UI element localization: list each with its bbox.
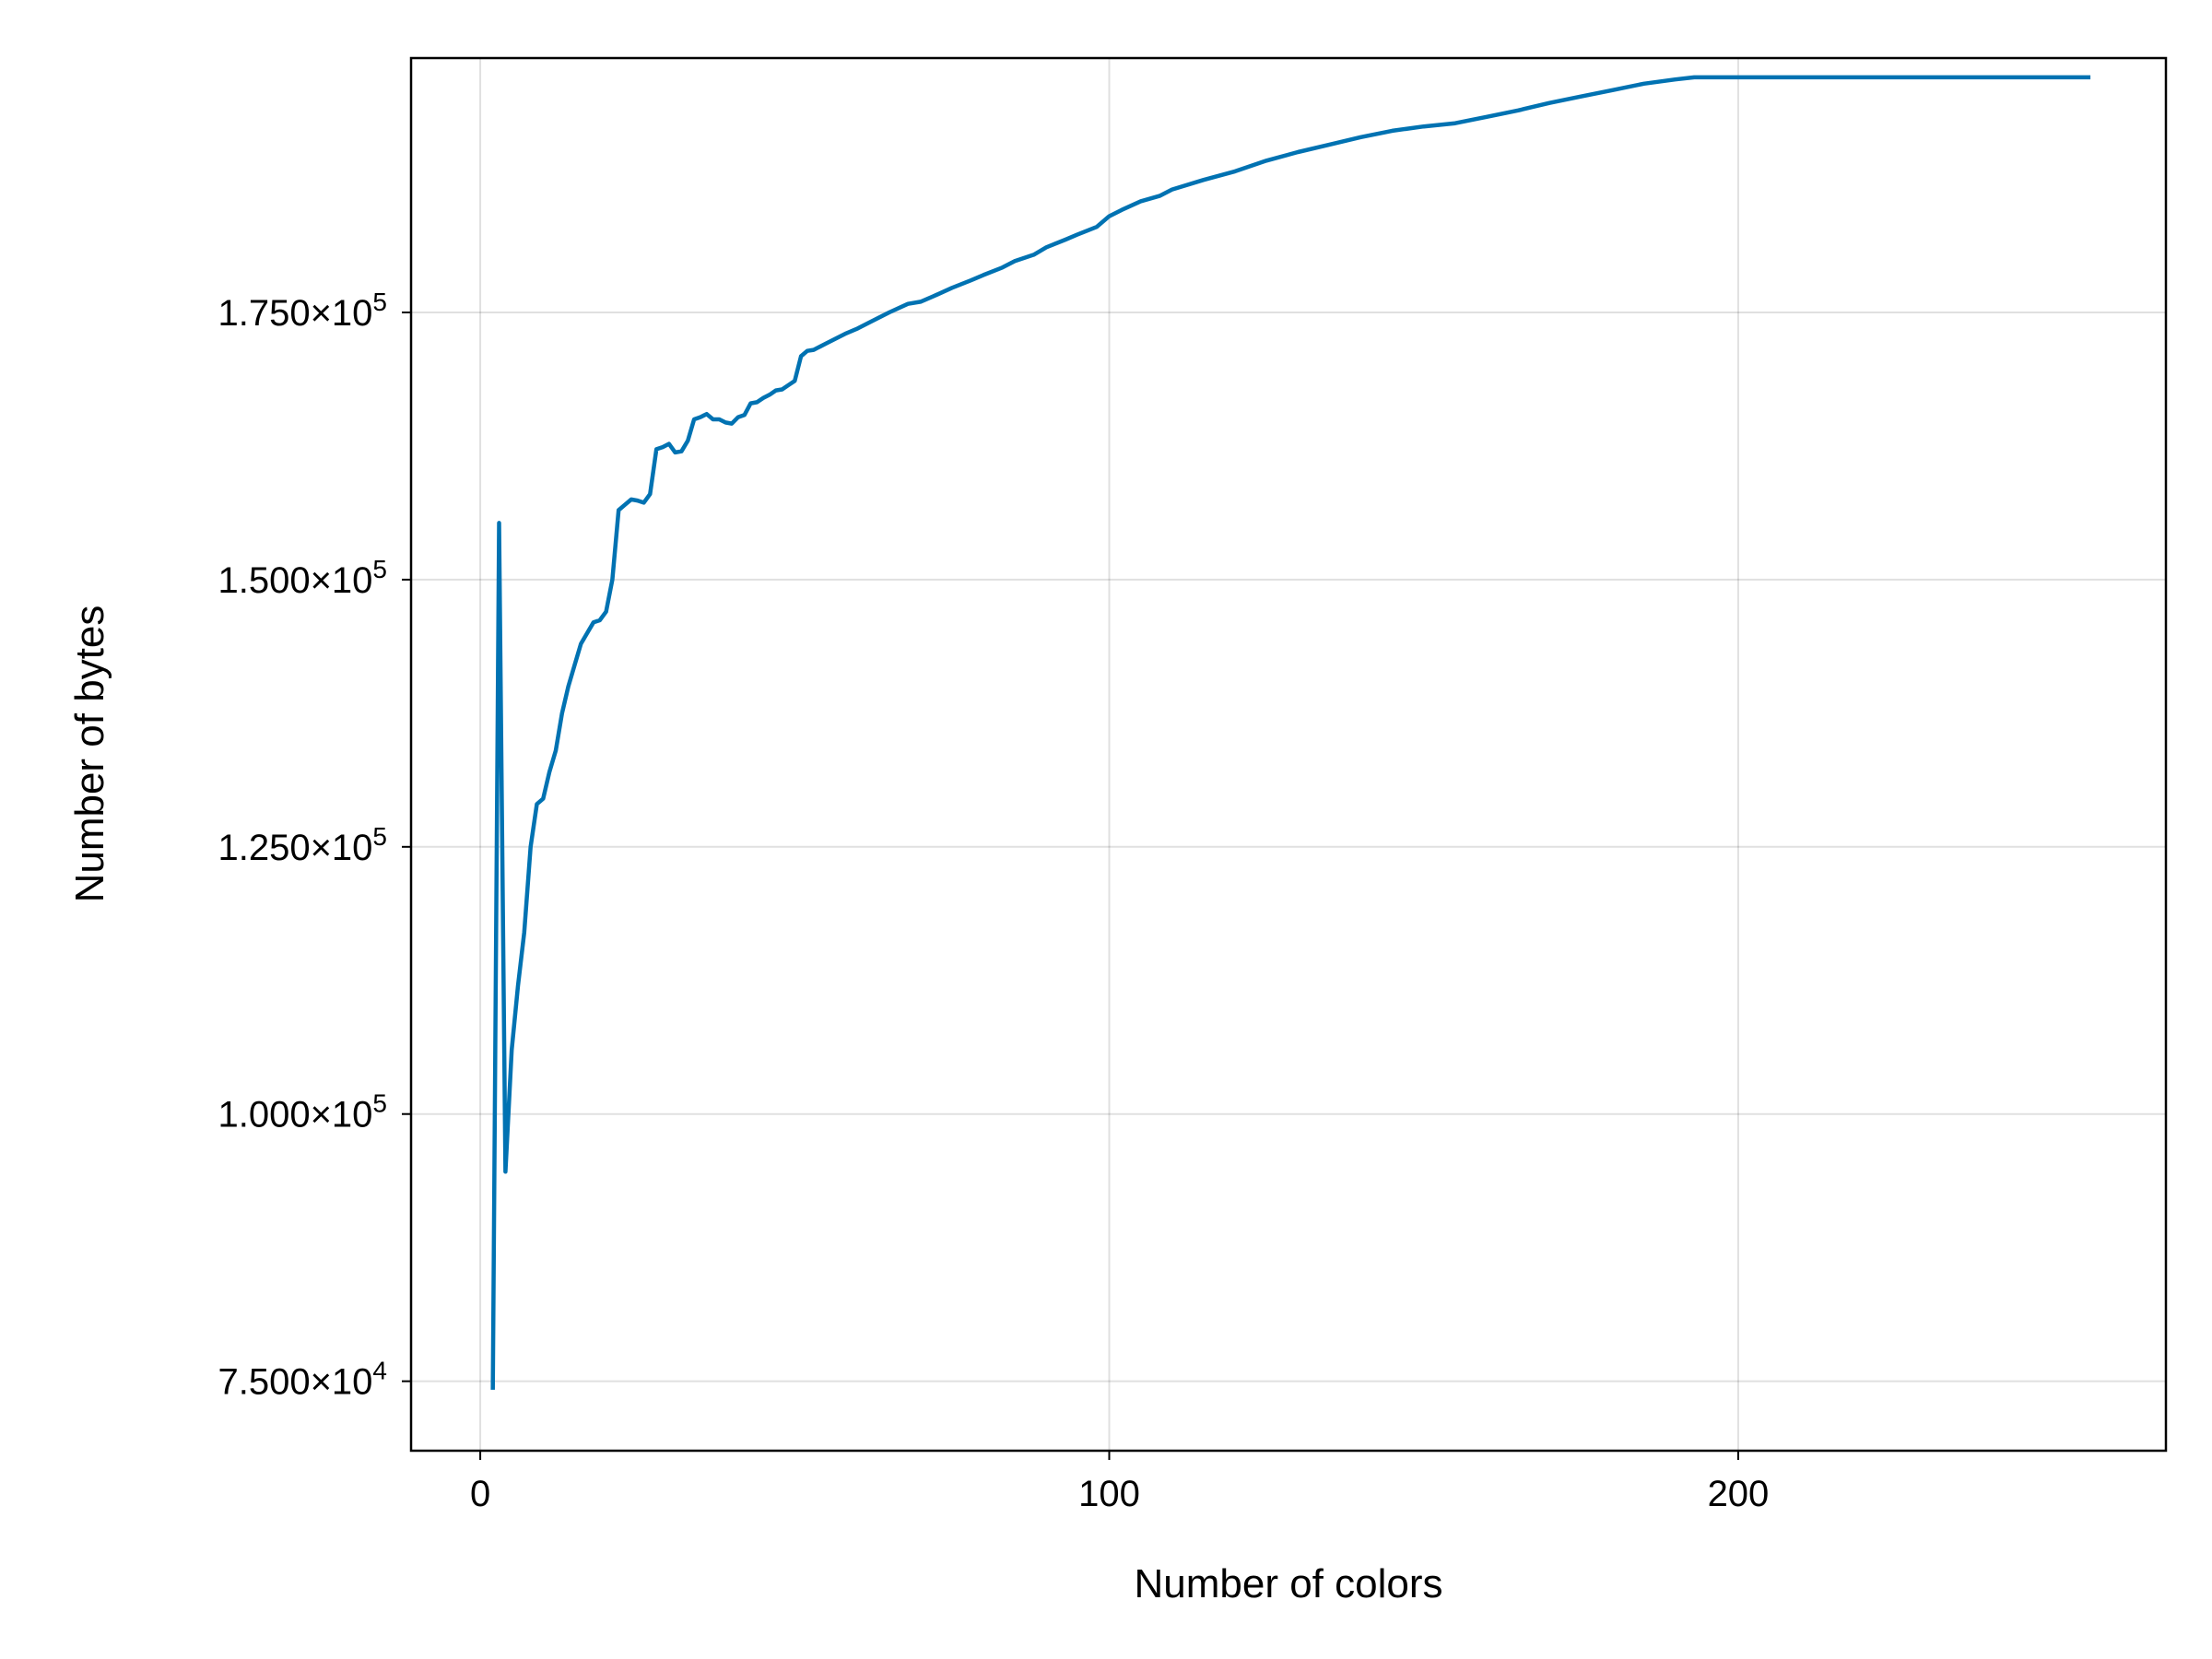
y-tick-exponent: 4 bbox=[372, 1357, 387, 1385]
y-tick-mantissa: 7.500×10 bbox=[218, 1362, 372, 1403]
x-tick-label: 100 bbox=[1078, 1474, 1140, 1514]
plot-frame bbox=[409, 56, 2168, 1453]
x-tick-label: 200 bbox=[1708, 1474, 1770, 1514]
y-axis-title: Number of bytes bbox=[67, 606, 112, 903]
y-tick-label: 1.250×105 bbox=[218, 822, 387, 868]
y-tick-label: 1.000×105 bbox=[218, 1089, 387, 1135]
y-tick-mantissa: 1.500×10 bbox=[218, 560, 372, 601]
x-axis-title: Number of colors bbox=[1134, 1561, 1442, 1606]
y-tick-label: 7.500×104 bbox=[218, 1357, 387, 1403]
x-tick-label: 0 bbox=[470, 1474, 490, 1514]
y-tick-exponent: 5 bbox=[372, 1089, 387, 1118]
y-tick-label: 1.750×105 bbox=[218, 288, 387, 334]
y-tick-exponent: 5 bbox=[372, 822, 387, 851]
series-line bbox=[490, 75, 2091, 1390]
y-tick-mantissa: 1.000×10 bbox=[218, 1095, 372, 1135]
y-tick-mantissa: 1.750×10 bbox=[218, 293, 372, 334]
y-tick-label: 1.500×105 bbox=[218, 555, 387, 601]
y-tick-exponent: 5 bbox=[372, 555, 387, 583]
x-axis-ticks: 0 100 200 bbox=[470, 1451, 1769, 1514]
y-tick-mantissa: 1.250×10 bbox=[218, 828, 372, 868]
series-layer bbox=[490, 75, 2091, 1390]
grid-lines bbox=[411, 58, 2166, 1451]
y-tick-exponent: 5 bbox=[372, 288, 387, 316]
y-axis-ticks: 7.500×1041.000×1051.250×1051.500×1051.75… bbox=[218, 288, 411, 1403]
